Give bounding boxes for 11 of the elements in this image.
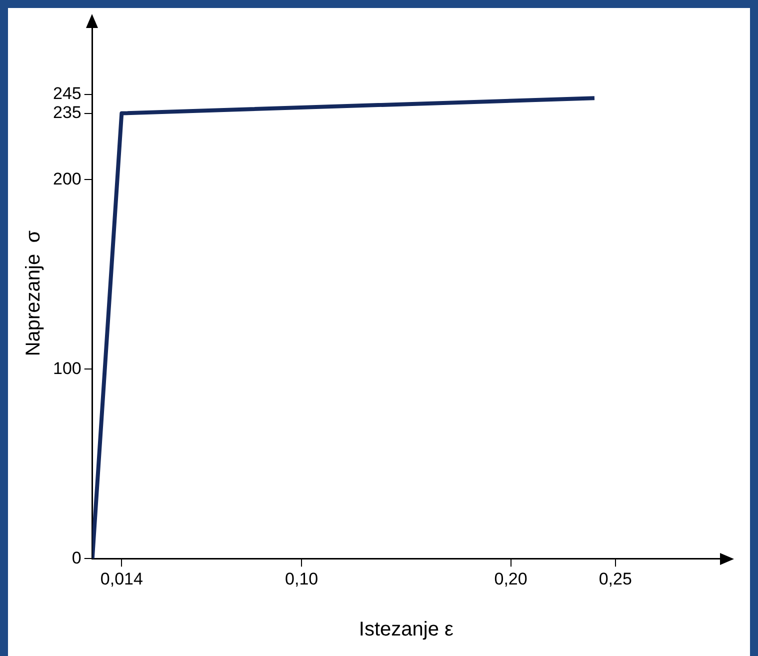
x-tick-label: 0,20 xyxy=(494,569,528,588)
x-tick-label: 0,014 xyxy=(100,569,143,588)
x-tick-label: 0,25 xyxy=(598,569,632,588)
y-axis-title: Naprezanje σ xyxy=(22,230,45,356)
y-tick-label: 200 xyxy=(52,169,82,188)
y-tick-label: 235 xyxy=(52,102,82,122)
y-tick-label: 245 xyxy=(52,84,82,104)
y-tick-label: 0 xyxy=(72,548,82,568)
x-tick-label: 0,10 xyxy=(285,569,318,588)
x-axis-title: Istezanje ε xyxy=(358,618,454,641)
y-tick-label: 100 xyxy=(52,358,82,378)
